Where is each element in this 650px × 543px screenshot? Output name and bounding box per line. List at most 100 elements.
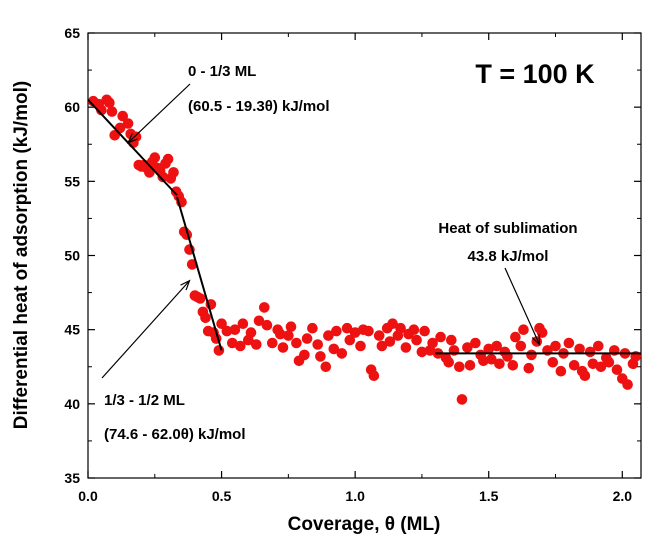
data-point bbox=[510, 331, 521, 343]
data-point bbox=[622, 379, 633, 390]
data-point bbox=[221, 325, 233, 337]
data-point bbox=[285, 321, 297, 333]
data-point bbox=[536, 327, 548, 338]
annotation-arrow-line bbox=[101, 280, 190, 379]
y-tick-label: 60 bbox=[64, 99, 80, 115]
annotation-arrow-head bbox=[126, 133, 138, 144]
x-tick-label: 0.0 bbox=[78, 488, 98, 504]
data-point bbox=[245, 327, 257, 338]
data-point bbox=[523, 362, 535, 374]
data-point bbox=[259, 302, 270, 313]
x-tick-label: 0.5 bbox=[212, 488, 232, 504]
data-point bbox=[363, 325, 374, 337]
annotation-0-1-3-ml: 0 - 1/3 ML (60.5 - 19.3θ) kJ/mol bbox=[188, 63, 330, 115]
data-point bbox=[483, 343, 495, 355]
data-point bbox=[200, 312, 211, 324]
data-point bbox=[96, 104, 107, 116]
y-tick-label: 40 bbox=[64, 396, 80, 412]
plot-frame bbox=[87, 32, 642, 479]
data-point bbox=[373, 330, 385, 341]
annotation-range-1-3-1-2: 1/3 - 1/2 ML bbox=[104, 392, 185, 409]
temperature-label: T = 100 K bbox=[475, 59, 595, 89]
annotation-eq-1-3-1-2: (74.6 - 62.0θ) kJ/mol bbox=[104, 426, 246, 443]
data-point bbox=[435, 331, 446, 343]
y-tick-label: 35 bbox=[64, 470, 80, 486]
data-point bbox=[518, 324, 529, 336]
data-point bbox=[336, 348, 348, 359]
annotation-arrow-line bbox=[127, 83, 191, 144]
data-point bbox=[579, 370, 591, 382]
fit-line bbox=[176, 196, 223, 351]
data-point bbox=[547, 357, 559, 368]
data-point bbox=[323, 330, 334, 341]
y-tick-label: 45 bbox=[64, 322, 80, 338]
data-point bbox=[349, 327, 361, 338]
data-point bbox=[355, 340, 366, 352]
data-point bbox=[563, 337, 575, 349]
annotation-arrow-head bbox=[180, 279, 191, 291]
x-tick-label: 1.0 bbox=[345, 488, 365, 504]
data-point bbox=[253, 315, 265, 327]
fit-lines bbox=[87, 99, 641, 355]
data-point bbox=[494, 358, 505, 370]
y-axis-title: Differential heat of adsorption (kJ/mol) bbox=[11, 81, 32, 429]
data-point bbox=[555, 365, 567, 377]
y-tick-label: 55 bbox=[64, 173, 80, 189]
data-point bbox=[104, 97, 115, 108]
annotation-arrow-line bbox=[504, 267, 541, 345]
data-point bbox=[446, 334, 457, 346]
data-point bbox=[250, 339, 262, 350]
data-point bbox=[456, 394, 468, 405]
axis-ticks: 0.0 0.5 1.0 1.5 2.0 35 40 45 50 55 60 65 bbox=[64, 25, 641, 504]
x-tick-label: 1.5 bbox=[479, 488, 499, 504]
data-point bbox=[400, 342, 412, 353]
data-point bbox=[320, 361, 332, 373]
data-point bbox=[237, 318, 249, 330]
annotation-arrow-head bbox=[531, 334, 541, 346]
data-point bbox=[384, 336, 396, 347]
data-point bbox=[411, 334, 422, 346]
data-point bbox=[162, 153, 174, 165]
data-point bbox=[157, 171, 169, 183]
annotation-sublimation-value: 43.8 kJ/mol bbox=[468, 248, 549, 265]
data-point bbox=[341, 322, 353, 334]
data-point bbox=[277, 342, 289, 353]
data-point bbox=[376, 340, 388, 352]
y-tick-label: 50 bbox=[64, 248, 80, 264]
data-point bbox=[307, 322, 318, 334]
data-point bbox=[213, 345, 225, 356]
data-point bbox=[464, 360, 476, 371]
data-point bbox=[168, 167, 179, 178]
data-point bbox=[593, 340, 604, 352]
data-point bbox=[419, 325, 430, 337]
annotation-sublimation: Heat of sublimation 43.8 kJ/mol bbox=[438, 220, 577, 265]
annotation-1-3-1-2-ml: 1/3 - 1/2 ML (74.6 - 62.0θ) kJ/mol bbox=[104, 392, 246, 443]
data-point bbox=[526, 349, 537, 361]
annotation-sublimation-title: Heat of sublimation bbox=[438, 220, 577, 237]
data-point bbox=[275, 328, 286, 340]
data-point bbox=[454, 361, 465, 373]
data-point bbox=[130, 131, 142, 143]
annotation-arrows bbox=[101, 83, 541, 379]
data-point bbox=[395, 322, 406, 334]
data-point bbox=[301, 333, 313, 344]
data-point bbox=[229, 324, 241, 336]
data-point bbox=[299, 349, 310, 361]
data-point bbox=[283, 330, 294, 341]
data-point bbox=[427, 337, 438, 349]
data-point bbox=[387, 318, 398, 330]
data-point bbox=[515, 340, 527, 352]
data-point bbox=[507, 360, 519, 371]
data-points bbox=[88, 94, 641, 405]
annotation-range-0-1-3: 0 - 1/3 ML bbox=[188, 63, 256, 80]
data-point bbox=[568, 360, 580, 371]
x-axis-title: Coverage, θ (ML) bbox=[288, 514, 441, 535]
data-point bbox=[462, 342, 473, 353]
data-point bbox=[584, 346, 596, 358]
data-point bbox=[315, 351, 326, 362]
data-point bbox=[587, 358, 599, 370]
data-point bbox=[149, 152, 161, 163]
data-point bbox=[227, 337, 238, 349]
data-point bbox=[344, 334, 356, 346]
data-point bbox=[478, 355, 489, 367]
